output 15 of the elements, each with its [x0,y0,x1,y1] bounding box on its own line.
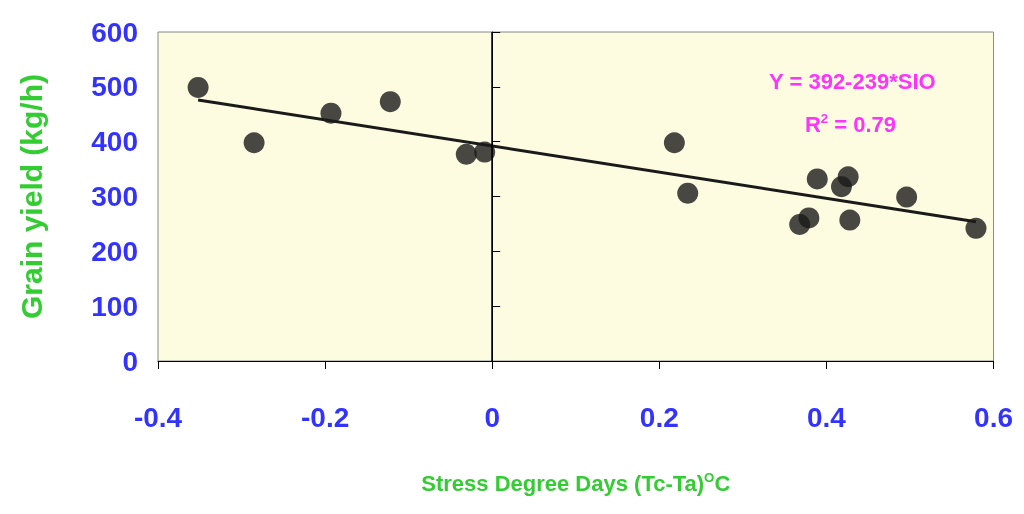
x-tick-label: 0.2 [639,401,679,433]
y-tick-label: 100 [91,290,138,322]
x-tick-label: -0.2 [300,401,350,433]
y-tick-label: 300 [91,181,138,212]
y-axis-title: Grain yield (kg/h) [14,73,48,320]
y-tick-label: 200 [91,235,138,267]
y-tick-label: 600 [91,16,138,48]
x-tick-label: 0.4 [806,401,847,433]
y-tick-label: 0 [122,345,138,377]
y-tick-label: 500 [91,71,138,103]
annotation: Y = 392-239*SIO [769,68,936,94]
x-tick-label: -0.4 [133,401,183,433]
x-tick-label: 0 [484,401,500,433]
y-tick-label: 400 [91,126,138,158]
x-tick-label: 0.6 [974,401,1014,433]
